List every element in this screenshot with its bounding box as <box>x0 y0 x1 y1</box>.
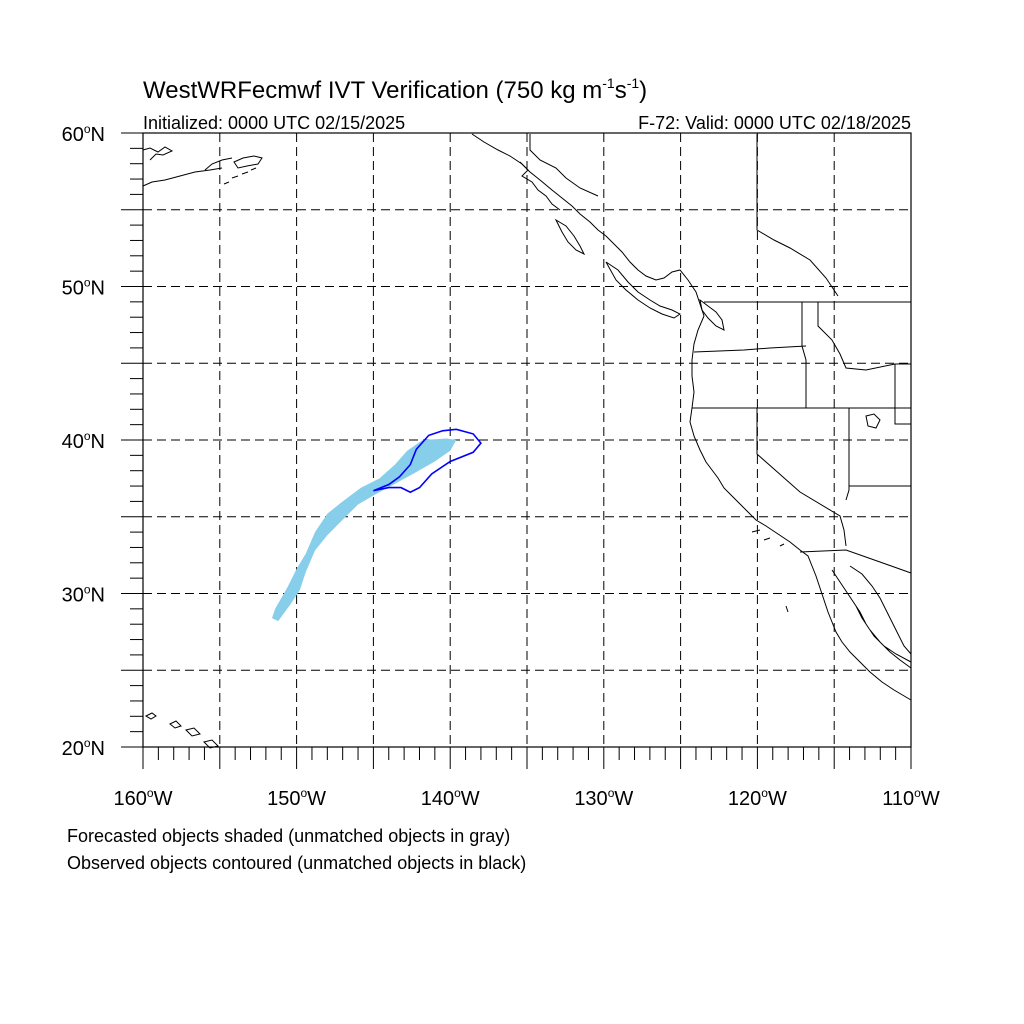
washington-oregon-border <box>693 345 807 353</box>
channel-islands <box>751 529 785 547</box>
map-frame <box>121 132 912 769</box>
se-alaska-islands <box>519 161 681 319</box>
lat-label: 30oN <box>62 583 105 607</box>
lat-label: 40oN <box>62 429 105 453</box>
lon-label: 150oW <box>267 786 326 810</box>
hawaii-oahu <box>169 720 182 729</box>
map-panel <box>121 132 912 769</box>
forecast-object-shaded <box>272 438 457 622</box>
idaho-border <box>801 302 807 408</box>
lat-label: 50oN <box>62 276 105 300</box>
lon-label: 130oW <box>574 786 633 810</box>
graticule <box>143 133 911 747</box>
longitude-labels: 160oW 150oW 140oW 130oW 120oW 110oW <box>114 786 940 810</box>
lat-label: 60oN <box>62 122 105 146</box>
guadalupe-island <box>785 605 789 613</box>
alaska-canada-border <box>529 134 599 197</box>
nv-ut-border <box>845 408 850 501</box>
forecast-footnote: Forecasted objects shaded (unmatched obj… <box>67 826 510 846</box>
hawaii-maui <box>185 727 201 737</box>
mt-border <box>817 302 896 371</box>
us-west-coast <box>689 315 912 701</box>
wy-border <box>894 364 911 425</box>
baja-peninsula <box>831 569 912 669</box>
us-mexico-border <box>799 549 912 574</box>
kodiak-island <box>233 155 263 169</box>
lon-label: 160oW <box>114 786 173 810</box>
alaska-coast <box>142 146 233 187</box>
lon-label: 140oW <box>421 786 480 810</box>
valid-label: F-72: Valid: 0000 UTC 02/18/2025 <box>638 113 911 133</box>
vancouver-island <box>699 298 725 331</box>
coastlines <box>142 133 912 749</box>
ivt-objects <box>272 428 482 622</box>
initialized-label: Initialized: 0000 UTC 02/15/2025 <box>143 113 405 133</box>
ca-nv-border <box>756 408 847 547</box>
great-salt-lake <box>865 413 881 429</box>
lon-label: 120oW <box>728 786 787 810</box>
hawaii-kauai <box>144 712 157 720</box>
political-borders <box>529 134 912 574</box>
gulf-alaska-coast <box>471 133 705 317</box>
map-title: WestWRFecmwf IVT Verification (750 kg m-… <box>143 75 647 104</box>
observed-footnote: Observed objects contoured (unmatched ob… <box>67 853 526 873</box>
sierra-madre-coast <box>849 565 912 655</box>
aleutian-islets <box>223 167 257 185</box>
observed-object-contour <box>373 428 482 494</box>
canada-interior-border <box>756 134 839 297</box>
latitude-labels: 60oN 50oN 40oN 30oN 20oN <box>62 122 105 760</box>
lat-label: 20oN <box>62 736 105 760</box>
lon-label: 110oW <box>882 786 940 810</box>
hawaii-big-island <box>203 739 219 749</box>
